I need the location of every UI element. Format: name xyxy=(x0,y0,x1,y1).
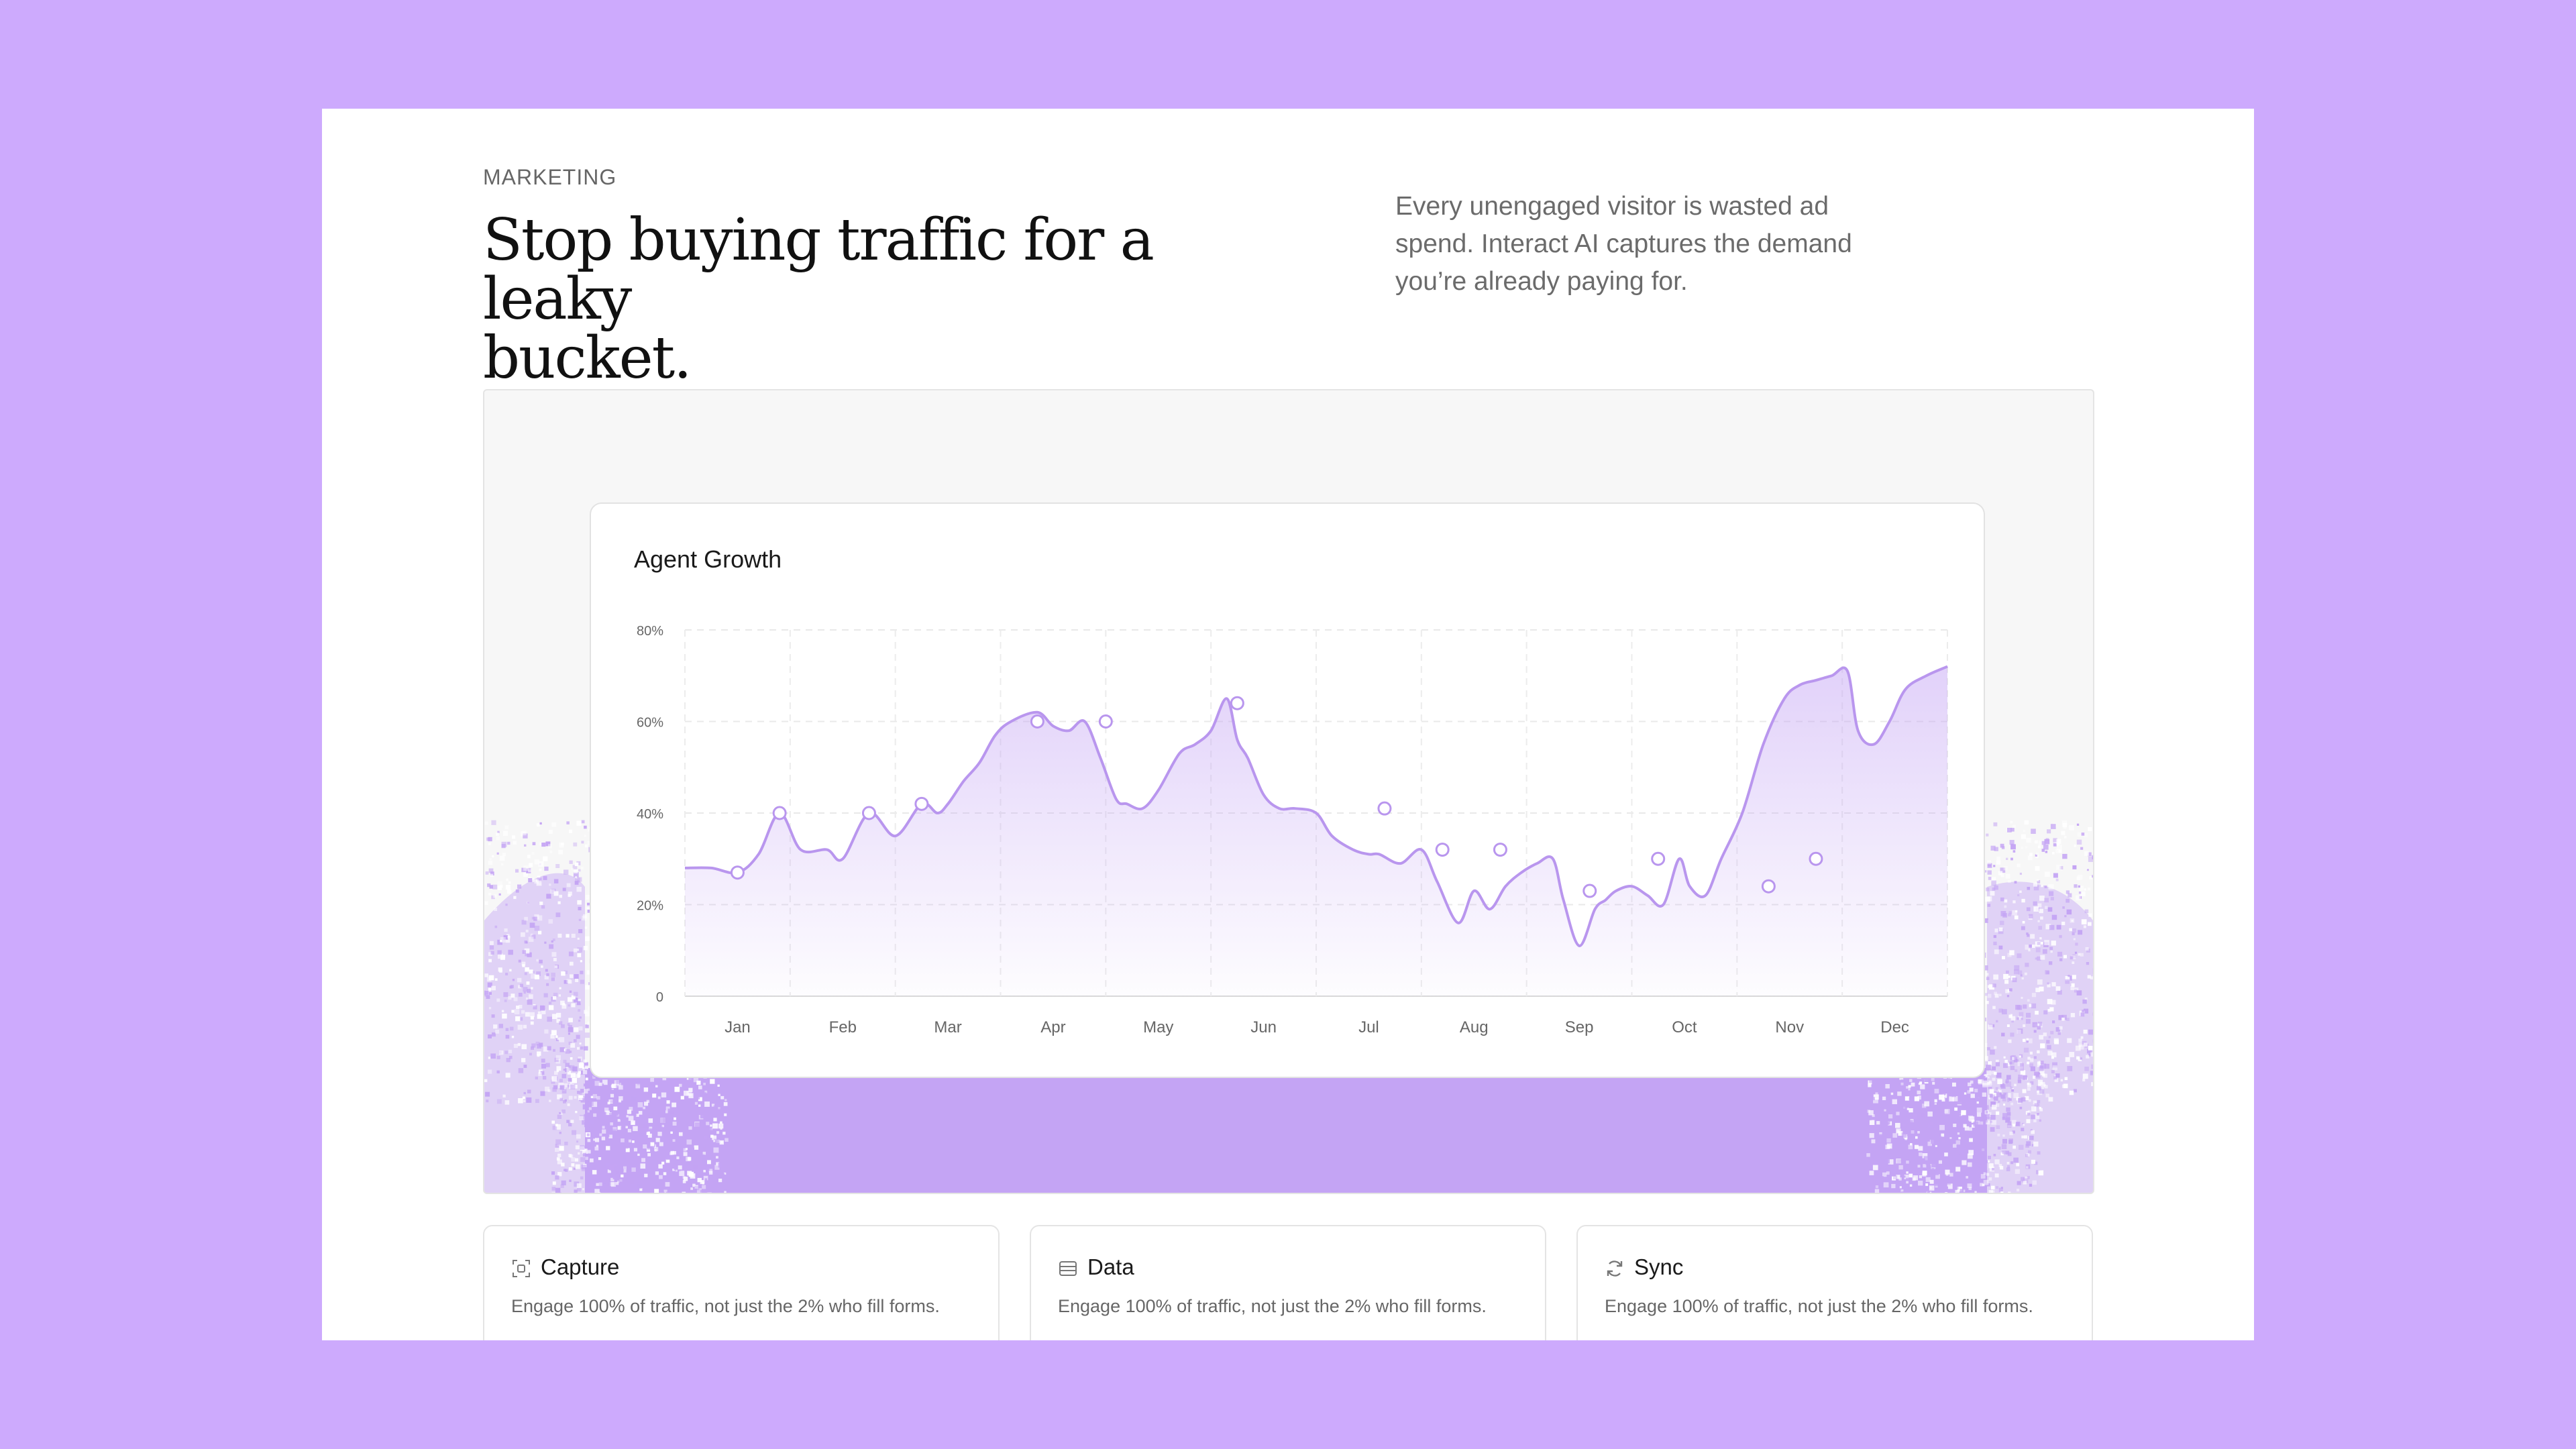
data-point-marker xyxy=(1377,801,1392,816)
feature-description: Engage 100% of traffic, not just the 2% … xyxy=(1058,1296,1487,1316)
data-point-marker xyxy=(1809,851,1823,866)
data-point-marker xyxy=(861,806,876,820)
feature-card-data[interactable]: Data Engage 100% of traffic, not just th… xyxy=(1030,1225,1546,1340)
x-tick-label: Feb xyxy=(829,1018,857,1036)
data-icon xyxy=(1059,1261,1077,1276)
x-tick-label: Dec xyxy=(1880,1018,1909,1036)
y-tick-label: 80% xyxy=(637,624,663,639)
x-tick-label: Apr xyxy=(1040,1018,1065,1036)
area-fill xyxy=(685,666,1947,996)
headline-line-1: Stop buying traffic for a leaky xyxy=(483,207,1155,333)
data-point-marker xyxy=(1098,714,1113,729)
x-tick-label: Jun xyxy=(1250,1018,1277,1036)
data-point-marker xyxy=(730,865,745,880)
x-tick-label: Oct xyxy=(1672,1018,1697,1036)
x-tick-label: Nov xyxy=(1775,1018,1804,1036)
data-point-marker xyxy=(1651,851,1666,866)
feature-card-capture[interactable]: Capture Engage 100% of traffic, not just… xyxy=(483,1225,1000,1340)
x-tick-label: Sep xyxy=(1565,1018,1594,1036)
capture-icon xyxy=(513,1260,530,1277)
speckle-background xyxy=(484,820,2093,1193)
y-tick-label: 0 xyxy=(656,990,663,1005)
sync-icon xyxy=(1607,1260,1623,1277)
section-eyebrow: MARKETING xyxy=(483,165,617,189)
x-tick-label: Jan xyxy=(724,1018,751,1036)
marketing-page: MARKETING Stop buying traffic for a leak… xyxy=(322,109,2254,1340)
x-tick-label: Jul xyxy=(1358,1018,1379,1036)
hero-description: Every unengaged visitor is wasted ad spe… xyxy=(1395,192,1852,296)
agent-growth-card: Agent Growth 0 20% 40% 60% 80% Jan Feb Mar Apr Ma… xyxy=(590,502,1985,1078)
data-point-marker xyxy=(914,796,929,811)
lilac-band xyxy=(585,1068,1987,1193)
feature-description: Engage 100% of traffic, not just the 2% … xyxy=(511,1296,940,1316)
y-tick-label: 20% xyxy=(637,899,663,914)
series-line xyxy=(684,665,1948,947)
feature-title: Data xyxy=(1087,1254,1134,1279)
headline-line-2: bucket. xyxy=(483,325,692,392)
x-tick-label: Mar xyxy=(934,1018,961,1036)
data-point-marker xyxy=(1582,883,1597,898)
data-point-marker xyxy=(1761,879,1776,894)
data-point-marker xyxy=(772,806,787,820)
chart-showcase: Agent Growth 0 20% 40% 60% 80% Jan Feb Mar Apr Ma… xyxy=(483,389,2094,1194)
data-point-marker xyxy=(1030,714,1044,729)
data-point-marker xyxy=(1230,696,1244,710)
page-headline: Stop buying traffic for a leaky bucket. xyxy=(483,211,1275,388)
y-tick-label: 60% xyxy=(637,716,663,731)
data-point-marker xyxy=(1493,843,1507,857)
x-tick-label: May xyxy=(1143,1018,1173,1036)
x-tick-label: Aug xyxy=(1460,1018,1489,1036)
feature-title: Sync xyxy=(1634,1254,1684,1279)
data-point-marker xyxy=(1435,843,1450,857)
agent-growth-chart: 0 20% 40% 60% 80% Jan Feb Mar Apr May Jun Jul Aug Sep… xyxy=(637,624,1948,1036)
y-tick-label: 40% xyxy=(637,807,663,822)
chart-title: Agent Growth xyxy=(634,545,782,573)
feature-card-sync[interactable]: Sync Engage 100% of traffic, not just th… xyxy=(1576,1225,2093,1340)
feature-description: Engage 100% of traffic, not just the 2% … xyxy=(1605,1296,2033,1316)
feature-title: Capture xyxy=(541,1254,620,1279)
